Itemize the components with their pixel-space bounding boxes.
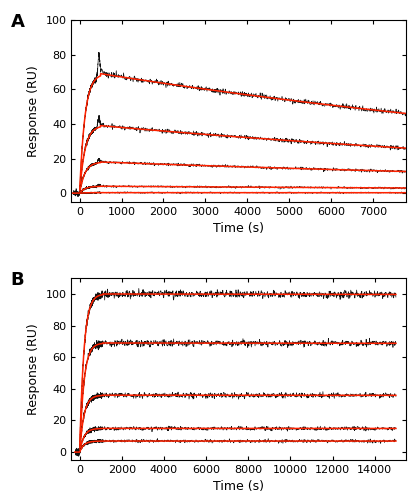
Y-axis label: Response (RU): Response (RU)	[27, 323, 40, 415]
Text: A: A	[10, 12, 24, 30]
Y-axis label: Response (RU): Response (RU)	[27, 65, 40, 157]
X-axis label: Time (s): Time (s)	[213, 480, 264, 494]
X-axis label: Time (s): Time (s)	[213, 222, 264, 235]
Text: B: B	[10, 271, 24, 289]
